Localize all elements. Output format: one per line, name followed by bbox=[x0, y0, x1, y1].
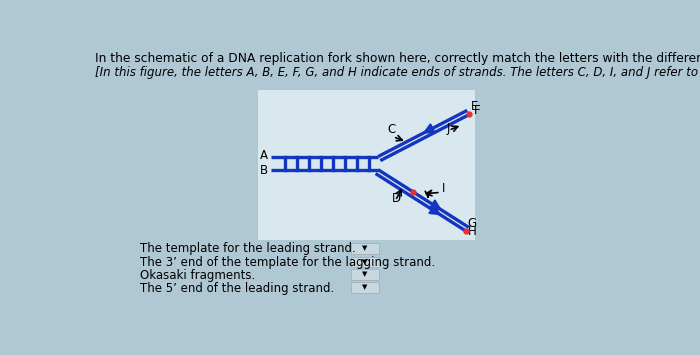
Text: I: I bbox=[442, 182, 446, 195]
Bar bbox=[351, 282, 379, 293]
Text: A: A bbox=[260, 149, 268, 162]
Bar bbox=[351, 257, 379, 267]
Text: [In this figure, the letters A, B, E, F, G, and H indicate ends of strands. The : [In this figure, the letters A, B, E, F,… bbox=[95, 66, 700, 79]
Text: C: C bbox=[388, 123, 395, 136]
Text: B: B bbox=[260, 164, 268, 177]
Bar bbox=[351, 243, 379, 253]
Bar bbox=[351, 269, 379, 280]
Text: The template for the leading strand.: The template for the leading strand. bbox=[140, 242, 356, 256]
Text: Okasaki fragments.: Okasaki fragments. bbox=[140, 269, 256, 282]
Text: G: G bbox=[468, 218, 477, 230]
Text: The 3’ end of the template for the lagging strand.: The 3’ end of the template for the laggi… bbox=[140, 256, 435, 269]
Text: The 5’ end of the leading strand.: The 5’ end of the leading strand. bbox=[140, 282, 335, 295]
Text: H: H bbox=[468, 225, 477, 238]
Text: D: D bbox=[391, 192, 400, 206]
Text: F: F bbox=[474, 104, 481, 118]
Text: ▼: ▼ bbox=[363, 271, 368, 277]
Text: E: E bbox=[471, 100, 478, 113]
Text: ▼: ▼ bbox=[363, 245, 368, 251]
Text: ▼: ▼ bbox=[363, 284, 368, 290]
Bar bbox=[258, 90, 475, 240]
Text: In the schematic of a DNA replication fork shown here, correctly match the lette: In the schematic of a DNA replication fo… bbox=[95, 52, 700, 65]
Text: J: J bbox=[447, 122, 449, 135]
Text: ▼: ▼ bbox=[363, 259, 368, 265]
